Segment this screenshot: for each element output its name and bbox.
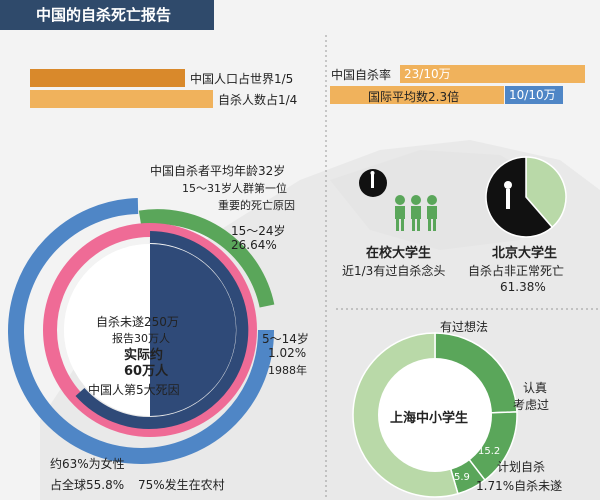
shanghai-pie-chart: 15.2 5.9 bbox=[352, 332, 518, 498]
global-share-text: 占全球55.8% bbox=[50, 478, 125, 492]
population-share-label: 中国人口占世界1/5 bbox=[190, 72, 294, 86]
reported-text: 报告30万人 bbox=[112, 332, 170, 345]
donut-half-fill bbox=[150, 244, 236, 416]
avg-age-line3: 重要的死亡原因 bbox=[218, 199, 295, 212]
intl-label: 国际平均数2.3倍 bbox=[368, 90, 460, 104]
pku-percent: 61.38% bbox=[500, 280, 546, 294]
age-5-14-range: 5～14岁 bbox=[262, 332, 309, 346]
rank-text: 中国人第5大死因 bbox=[88, 383, 180, 397]
actual-line1: 实际约 bbox=[124, 348, 164, 363]
college-desc: 近1/3有过自杀念头 bbox=[342, 264, 446, 278]
female-ring bbox=[43, 223, 257, 437]
age-donut-chart bbox=[8, 198, 275, 464]
population-share-bar bbox=[30, 69, 185, 87]
shanghai-center bbox=[378, 358, 492, 472]
china-rate-label: 中国自杀率 bbox=[331, 68, 392, 82]
seriously-line2: 考虑过 bbox=[513, 398, 550, 412]
plan-value: 5.9 bbox=[454, 472, 470, 483]
pie-slice-other bbox=[525, 156, 567, 229]
pku-title: 北京大学生 bbox=[492, 246, 558, 261]
suicide-share-label: 自杀人数占1/4 bbox=[218, 93, 298, 107]
rural-text: 75%发生在农村 bbox=[138, 478, 225, 492]
attempted-text: 自杀未遂250万 bbox=[96, 315, 179, 329]
actual-line2: 60万人 bbox=[124, 364, 169, 379]
age-5-14-percent: 1.02% bbox=[268, 346, 307, 360]
age-15-24-percent: 26.64% bbox=[231, 238, 277, 252]
pie-slice-suicide bbox=[485, 156, 554, 238]
age-15-24-arc bbox=[138, 209, 275, 308]
seriously-value: 15.2 bbox=[478, 446, 500, 457]
intl-rate-value: 10/10万 bbox=[505, 86, 563, 104]
female-text: 约63%为女性 bbox=[50, 457, 125, 471]
avg-age-line1: 中国自杀者平均年龄32岁 bbox=[150, 164, 286, 178]
pku-desc: 自杀占非正常死亡 bbox=[468, 264, 565, 278]
pku-pie-chart bbox=[485, 156, 567, 238]
college-title: 在校大学生 bbox=[366, 246, 432, 261]
china-rate-value: 23/10万 bbox=[404, 67, 451, 81]
seriously-line1: 认真 bbox=[523, 381, 548, 395]
shanghai-title: 上海中小学生 bbox=[390, 411, 469, 426]
age-15-24-range: 15～24岁 bbox=[231, 224, 286, 238]
avg-age-line2: 15～31岁人群第一位 bbox=[182, 182, 287, 195]
page-title: 中国的自杀死亡报告 bbox=[0, 0, 214, 30]
age-5-14-year: 1988年 bbox=[268, 364, 307, 377]
china-rate-bar bbox=[400, 65, 585, 83]
plan-line2: 1.71%自杀未遂 bbox=[476, 479, 563, 493]
suicide-share-bar bbox=[30, 90, 213, 108]
students-icon bbox=[359, 169, 437, 231]
had-thoughts-label: 有过想法 bbox=[440, 320, 489, 334]
age-5-14-ring bbox=[8, 198, 275, 464]
plan-line1: 计划自杀 bbox=[497, 460, 546, 474]
intl-rate-bar bbox=[330, 86, 504, 104]
rural-arc bbox=[75, 231, 249, 429]
